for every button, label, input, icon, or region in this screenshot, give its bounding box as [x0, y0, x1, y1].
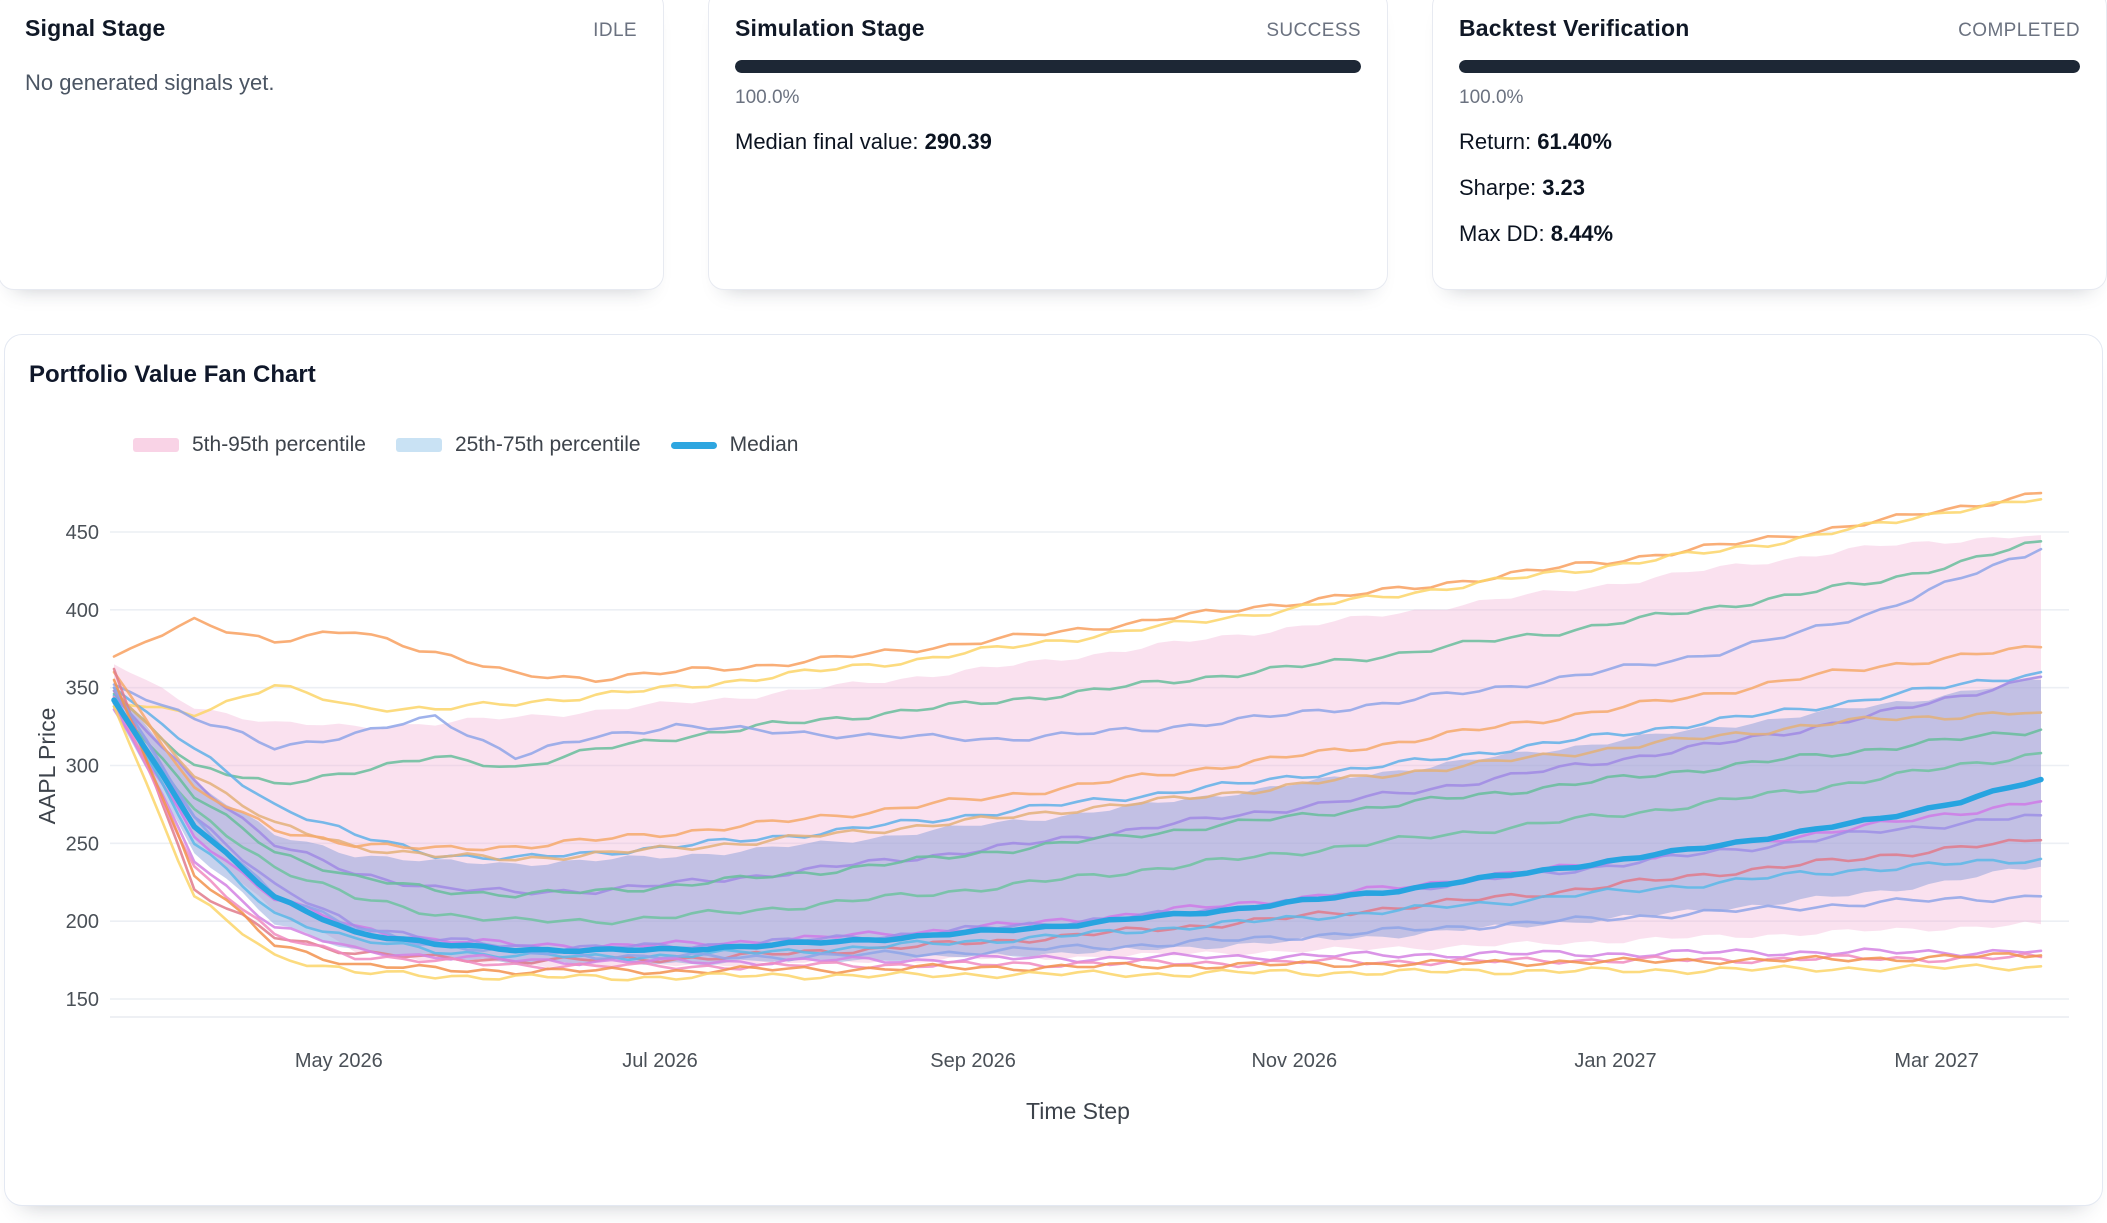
x-tick-label: Jan 2027	[1574, 1050, 1656, 1072]
fan-chart-canvas[interactable]: 150 200 250 300 350 400 450 May 2026 Jul 2026 Sep…	[29, 467, 2079, 1147]
progress-percent: 100.0%	[735, 87, 800, 108]
y-tick-label: 450	[66, 522, 99, 544]
sample-path	[112, 705, 2043, 982]
metric-line: Max DD: 8.44%	[1459, 221, 2080, 247]
card-title: Signal Stage	[25, 15, 166, 41]
y-tick-label: 150	[66, 989, 99, 1011]
chart-legend: 5th-95th percentile 25th-75th percentile…	[133, 433, 2078, 457]
fan-chart-card: Portfolio Value Fan Chart 5th-95th perce…	[4, 334, 2103, 1206]
metric-line: Median final value: 290.39	[735, 129, 1361, 155]
signal-stage-card: Signal Stage IDLE No generated signals y…	[0, 0, 664, 290]
legend-swatch-25-75	[395, 438, 442, 452]
y-tick-label: 350	[66, 678, 99, 700]
chart-title: Portfolio Value Fan Chart	[29, 361, 316, 388]
legend-label: Median	[729, 433, 799, 456]
card-header: Backtest Verification COMPLETED	[1459, 15, 2080, 42]
median-line	[111, 697, 2044, 954]
card-message: No generated signals yet.	[25, 70, 275, 95]
card-title: Backtest Verification	[1459, 15, 1690, 41]
metric-label: Median final value:	[735, 129, 919, 154]
progress-bar-fill	[735, 60, 1361, 73]
x-tick-label: Mar 2027	[1894, 1050, 1979, 1072]
sample-path	[112, 678, 2043, 976]
card-title: Simulation Stage	[735, 15, 925, 41]
sample-path	[112, 547, 2043, 761]
status-badge: SUCCESS	[1266, 20, 1361, 41]
sample-path	[112, 701, 2043, 899]
sample-path	[112, 695, 2043, 971]
status-badge: COMPLETED	[1958, 20, 2080, 41]
y-tick-label: 200	[66, 911, 99, 933]
metric-label: Return:	[1459, 129, 1532, 154]
legend-label: 5th-95th percentile	[192, 433, 366, 456]
y-tick-label: 250	[66, 833, 99, 855]
sample-path	[112, 689, 2043, 862]
metric-label: Sharpe:	[1459, 175, 1537, 200]
progress-percent: 100.0%	[1459, 87, 1524, 108]
sample-path	[112, 675, 2043, 896]
y-axis-title: AAPL Price	[34, 708, 60, 825]
x-axis-title: Time Step	[1026, 1098, 1130, 1124]
y-tick-label: 300	[66, 756, 99, 778]
y-tick-label: 400	[66, 600, 99, 622]
card-header: Simulation Stage SUCCESS	[735, 15, 1361, 42]
legend-item-25-75[interactable]: 25th-75th percentile	[395, 433, 641, 457]
stage-cards-row: Signal Stage IDLE No generated signals y…	[0, 0, 2107, 290]
x-tick-label: May 2026	[295, 1050, 383, 1072]
card-header: Signal Stage IDLE	[25, 15, 637, 42]
metric-value: 8.44%	[1550, 221, 1614, 246]
legend-item-5-95[interactable]: 5th-95th percentile	[133, 433, 366, 457]
x-tick-label: Sep 2026	[930, 1050, 1016, 1072]
sample-path	[112, 645, 2043, 852]
metric-value: 3.23	[1542, 175, 1586, 200]
sample-path	[112, 497, 2043, 718]
legend-label: 25th-75th percentile	[454, 433, 641, 456]
simulation-stage-card: Simulation Stage SUCCESS 100.0% Median f…	[708, 0, 1388, 290]
metric-value: 61.40%	[1537, 129, 1612, 154]
fan-band-5-95	[114, 535, 2041, 968]
sample-path	[112, 540, 2043, 786]
progress-bar-fill	[1459, 60, 2080, 73]
progress-bar	[1459, 60, 2080, 73]
status-badge: IDLE	[593, 20, 637, 41]
metric-value: 290.39	[924, 129, 992, 154]
x-tick-label: Nov 2026	[1251, 1050, 1337, 1072]
metric-label: Max DD:	[1459, 221, 1545, 246]
legend-swatch-5-95	[133, 438, 179, 452]
progress-bar	[735, 60, 1361, 73]
backtest-verification-card: Backtest Verification COMPLETED 100.0% R…	[1432, 0, 2107, 290]
legend-item-median[interactable]: Median	[670, 433, 799, 457]
sample-path	[112, 689, 2043, 952]
sample-path	[112, 705, 2043, 926]
metric-line: Sharpe: 3.23	[1459, 175, 2080, 201]
x-tick-label: Jul 2026	[622, 1050, 698, 1072]
metric-line: Return: 61.40%	[1459, 129, 2080, 155]
y-gridlines: 150 200 250 300 350 400 450	[66, 522, 2069, 1018]
sample-path	[112, 491, 2043, 683]
legend-swatch-median	[670, 441, 717, 449]
sample-path	[112, 694, 2043, 962]
